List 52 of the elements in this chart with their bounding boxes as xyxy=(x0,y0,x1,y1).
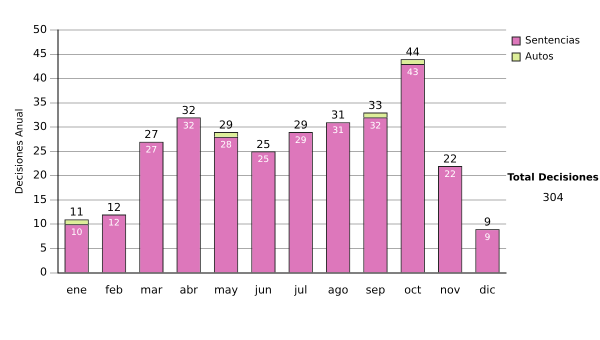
total-label: 25 xyxy=(256,138,270,151)
y-tick-label: 30 xyxy=(32,120,47,133)
text: Total Decisiones xyxy=(507,172,599,184)
total-label: 32 xyxy=(182,104,196,117)
data-label: 28 xyxy=(220,140,232,151)
total-label: 12 xyxy=(107,200,122,214)
x-tick-label: may xyxy=(214,283,239,296)
y-tick-label: 10 xyxy=(32,217,47,230)
total-label: 22 xyxy=(443,152,458,166)
data-label: 9 xyxy=(484,232,491,243)
y-axis-title: Decisiones Anual xyxy=(14,108,26,194)
y-tick-label: 35 xyxy=(32,96,47,109)
y-tick-label: 20 xyxy=(32,168,47,182)
x-tick-label: ene xyxy=(66,283,88,296)
total-label: 29 xyxy=(219,118,234,132)
data-label: 12 xyxy=(108,218,120,228)
x-tick-label: sep xyxy=(366,283,386,296)
legend-label: Autos xyxy=(525,52,554,63)
y-tick-label: 50 xyxy=(32,22,47,36)
x-tick-label: abr xyxy=(180,283,198,296)
y-tick-label: 5 xyxy=(40,241,47,254)
data-label: 43 xyxy=(407,68,418,78)
data-label: 10 xyxy=(70,228,83,238)
x-tick-label: dic xyxy=(479,283,496,296)
x-tick-label: feb xyxy=(105,283,123,296)
y-tick-label: 15 xyxy=(32,192,47,206)
x-tick-label: jun xyxy=(254,283,272,296)
y-tick-label: 0 xyxy=(40,266,47,279)
text: 304 xyxy=(542,190,564,204)
data-label: 22 xyxy=(444,170,456,180)
x-tick-label: mar xyxy=(140,283,163,296)
data-label: 29 xyxy=(295,136,307,146)
total-label: 9 xyxy=(484,215,491,228)
y-tick-label: 40 xyxy=(32,71,47,84)
y-tick-label: 25 xyxy=(32,144,47,158)
data-label: 31 xyxy=(332,126,344,136)
data-label: 32 xyxy=(182,121,194,132)
x-tick-label: oct xyxy=(404,283,422,296)
legend-label: Sentencias xyxy=(525,36,580,47)
x-tick-label: jul xyxy=(293,283,308,296)
total-label: 33 xyxy=(368,98,382,112)
x-tick-label: nov xyxy=(440,283,461,296)
total-label: 27 xyxy=(144,128,158,142)
data-label: 25 xyxy=(258,155,270,166)
total-label: 29 xyxy=(294,118,308,132)
total-label: 44 xyxy=(406,45,420,58)
x-tick-label: ago xyxy=(328,283,349,296)
total-label: 31 xyxy=(331,108,346,122)
data-label: 27 xyxy=(146,146,158,156)
total-label: 11 xyxy=(70,206,84,219)
data-label: 32 xyxy=(370,121,382,132)
y-tick-label: 45 xyxy=(32,47,47,60)
